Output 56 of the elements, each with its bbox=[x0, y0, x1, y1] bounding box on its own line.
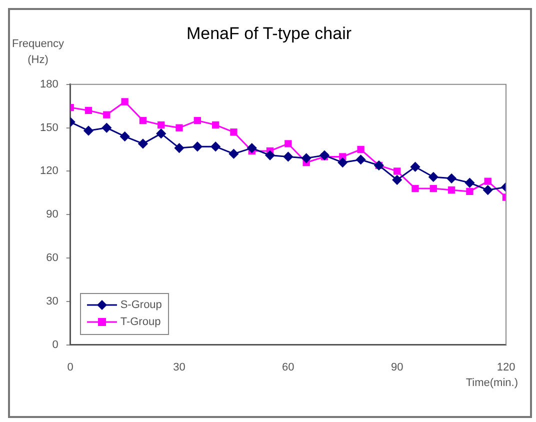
point bbox=[448, 186, 456, 194]
point bbox=[483, 185, 493, 195]
point bbox=[230, 128, 238, 136]
point bbox=[158, 121, 165, 128]
point bbox=[174, 143, 184, 153]
point bbox=[139, 116, 147, 124]
y-tick-label: 120 bbox=[40, 165, 58, 178]
point bbox=[446, 174, 456, 184]
point bbox=[320, 150, 330, 160]
y-tick-label: 0 bbox=[52, 338, 58, 351]
y-tick-label: 180 bbox=[40, 78, 58, 90]
point bbox=[138, 138, 148, 148]
point bbox=[194, 116, 201, 124]
point bbox=[120, 132, 130, 142]
y-tick-label: 30 bbox=[46, 295, 58, 308]
point bbox=[102, 123, 112, 133]
point bbox=[156, 128, 166, 138]
point bbox=[176, 124, 183, 132]
x-tick-label: 120 bbox=[496, 361, 516, 374]
point bbox=[357, 146, 364, 154]
point bbox=[283, 152, 293, 162]
legend-label: T-Group bbox=[120, 316, 161, 328]
point bbox=[410, 162, 420, 172]
point bbox=[192, 142, 202, 152]
x-tick-label: 90 bbox=[390, 361, 404, 374]
point bbox=[484, 178, 492, 185]
point bbox=[212, 121, 220, 128]
point bbox=[84, 106, 92, 114]
legend-label: S-Group bbox=[120, 299, 162, 312]
y-axis-title: Frequency (Hz) bbox=[12, 37, 64, 68]
point bbox=[338, 158, 348, 168]
point bbox=[247, 143, 257, 153]
point bbox=[412, 184, 419, 192]
point bbox=[394, 168, 401, 175]
point bbox=[284, 140, 292, 148]
point bbox=[121, 98, 128, 106]
point bbox=[265, 150, 275, 160]
point bbox=[392, 175, 402, 185]
chart-title: MenaF of T-type chair bbox=[186, 24, 352, 43]
point bbox=[430, 184, 437, 192]
point bbox=[302, 153, 312, 163]
point bbox=[466, 188, 474, 196]
point bbox=[210, 142, 220, 152]
point bbox=[228, 149, 238, 159]
point bbox=[356, 154, 366, 164]
y-tick-label: 60 bbox=[46, 252, 58, 264]
x-tick-label: 30 bbox=[173, 361, 186, 374]
x-tick-label: 0 bbox=[67, 361, 74, 374]
x-axis-title: Time(min.) bbox=[466, 376, 518, 389]
y-tick-label: 150 bbox=[40, 122, 58, 134]
point bbox=[464, 178, 474, 188]
point bbox=[84, 126, 94, 136]
point bbox=[103, 111, 110, 118]
x-tick-label: 60 bbox=[282, 361, 294, 374]
point bbox=[428, 172, 438, 182]
y-tick-label: 90 bbox=[46, 208, 58, 221]
